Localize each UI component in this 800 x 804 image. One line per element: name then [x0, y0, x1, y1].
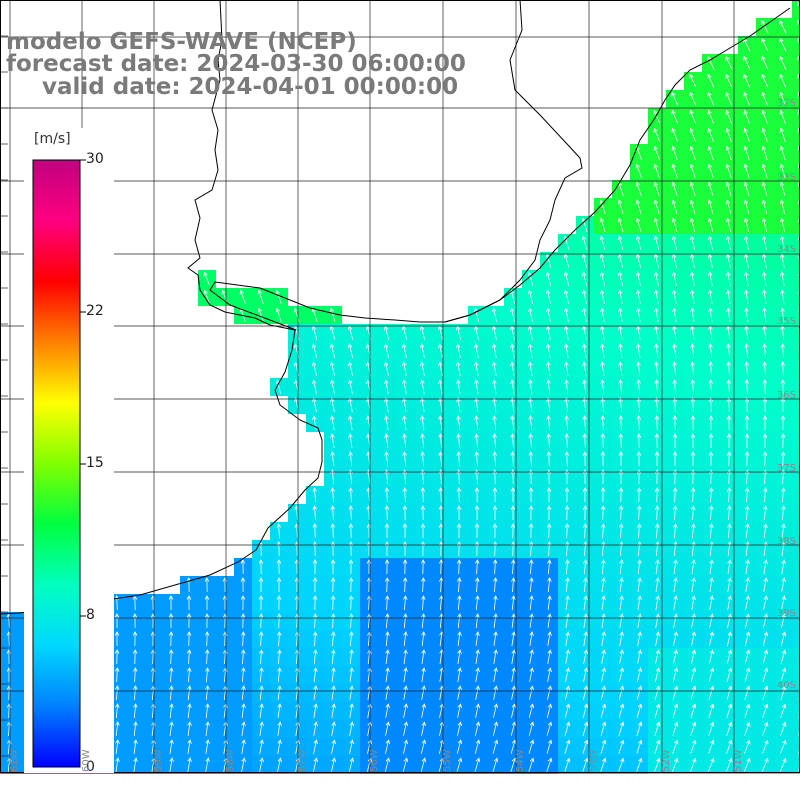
wind-cell	[792, 216, 800, 234]
lon-label: 61W	[9, 749, 20, 772]
wind-cell	[792, 756, 800, 774]
wind-cell	[792, 414, 800, 432]
wind-cell	[792, 18, 800, 36]
colorbar-unit: [m/s]	[32, 131, 73, 147]
wind-cell	[792, 288, 800, 306]
colorbar-scale	[33, 160, 80, 767]
colorbar	[24, 128, 114, 773]
wind-cell	[792, 360, 800, 378]
lon-label: 51W	[733, 749, 744, 772]
wind-speed-field	[0, 0, 800, 774]
lon-label: 54W	[515, 749, 526, 772]
title-valid-date: valid date: 2024-04-01 00:00:00	[42, 75, 458, 99]
lon-label: 60W	[81, 749, 92, 772]
lat-label: 33S	[777, 172, 796, 183]
lat-label: 34S	[777, 244, 796, 255]
wind-cell	[792, 432, 800, 450]
lon-label: 53W	[588, 749, 599, 772]
lat-label: 39S	[777, 608, 796, 619]
colorbar-tick-15: 15	[86, 455, 104, 471]
wind-cell	[792, 486, 800, 504]
lon-label: 55W	[442, 749, 453, 772]
lat-label: 36S	[777, 390, 796, 401]
lat-label: 38S	[777, 536, 796, 547]
colorbar-tick-30: 30	[86, 151, 104, 167]
lat-label: 35S	[777, 316, 796, 327]
lon-label: 56W	[369, 749, 380, 772]
lon-label: 52W	[661, 749, 672, 772]
wind-cell	[792, 342, 800, 360]
lon-label: 57W	[297, 749, 308, 772]
wind-cell	[792, 504, 800, 522]
lat-label: 32S	[777, 98, 796, 109]
title-forecast-date: forecast date: 2024-03-30 06:00:00	[6, 52, 466, 76]
wind-cell	[792, 558, 800, 576]
lat-label: 37S	[777, 463, 796, 474]
colorbar-tick-8: 8	[86, 607, 95, 623]
wind-cell	[792, 630, 800, 648]
colorbar-tick-22: 22	[86, 303, 104, 319]
wind-cell	[792, 0, 800, 18]
lat-label: 40S	[777, 680, 796, 691]
lon-label: 58W	[225, 749, 236, 772]
wind-cell	[792, 270, 800, 288]
wind-cell	[792, 576, 800, 594]
lon-label: 59W	[153, 749, 164, 772]
